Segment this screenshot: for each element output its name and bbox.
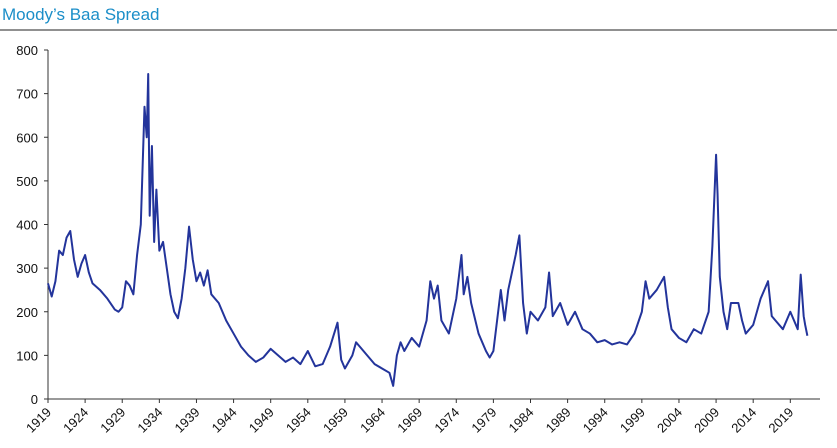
y-tick-label: 700	[16, 87, 38, 102]
x-tick-label: 1974	[431, 405, 462, 436]
x-tick-label: 1999	[617, 405, 648, 436]
x-tick-label: 1984	[506, 405, 537, 436]
y-tick-label: 0	[31, 392, 38, 407]
x-tick-label: 1989	[543, 405, 574, 436]
y-tick-label: 600	[16, 130, 38, 145]
y-tick-label: 200	[16, 305, 38, 320]
x-tick-label: 1969	[394, 405, 425, 436]
chart-title: Moody’s Baa Spread	[2, 5, 160, 24]
x-tick-label: 1964	[357, 405, 388, 436]
x-tick-label: 2014	[728, 405, 759, 436]
x-tick-label: 1929	[97, 405, 128, 436]
x-tick-label: 1979	[468, 405, 499, 436]
y-tick-label: 100	[16, 348, 38, 363]
x-tick-label: 1944	[209, 405, 240, 436]
x-tick-label: 1954	[283, 405, 314, 436]
x-tick-label: 1939	[172, 405, 203, 436]
x-tick-label: 2019	[765, 405, 796, 436]
data-line	[47, 72, 809, 387]
x-tick-label: 1959	[320, 405, 351, 436]
y-tick-label: 500	[16, 174, 38, 189]
x-tick-label: 1924	[60, 405, 91, 436]
y-tick-label: 300	[16, 261, 38, 276]
x-tick-label: 2009	[691, 405, 722, 436]
x-tick-label: 1919	[23, 405, 54, 436]
y-tick-label: 400	[16, 218, 38, 233]
x-tick-label: 1934	[134, 405, 165, 436]
x-tick-label: 1994	[580, 405, 611, 436]
y-tick-label: 800	[16, 43, 38, 58]
x-tick-label: 1949	[246, 405, 277, 436]
x-tick-label: 2004	[654, 405, 685, 436]
